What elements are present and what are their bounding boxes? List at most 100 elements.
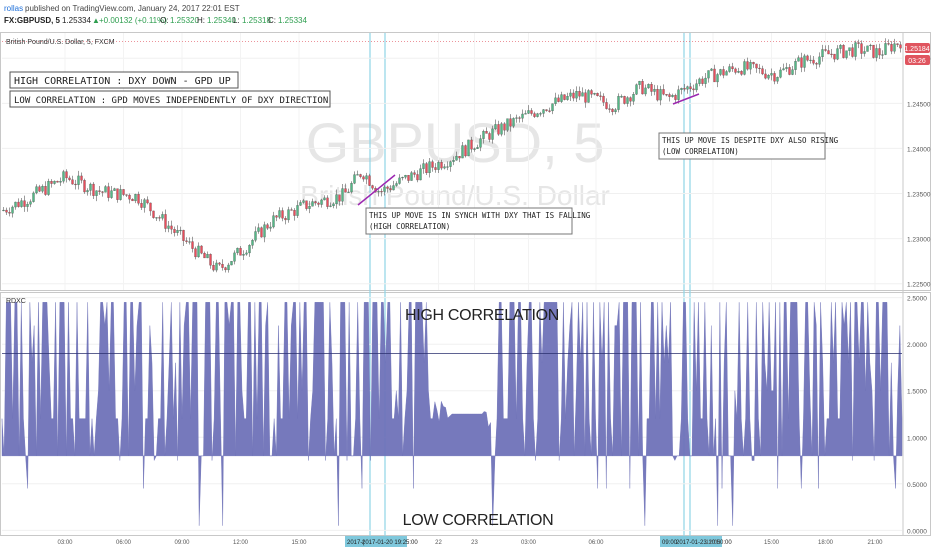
note2-line-1: THIS UP MOVE IS DESPITE DXY ALSO RISING [662, 136, 839, 145]
candle-body [779, 69, 782, 78]
candle-body [878, 48, 881, 56]
candle-body [35, 186, 38, 194]
candle-body [539, 113, 542, 115]
candle-body [455, 155, 458, 161]
candle-body [104, 186, 107, 193]
candle-body [68, 177, 71, 180]
candle-body [218, 262, 221, 265]
candle-body [266, 224, 269, 229]
candle-body [263, 224, 266, 238]
candle-body [605, 102, 608, 109]
candle-body [680, 88, 683, 90]
candle-body [302, 200, 305, 203]
indicator-title: RDXC [6, 298, 26, 305]
candle-body [101, 191, 104, 193]
candle-body [821, 49, 824, 58]
candle-body [527, 110, 530, 114]
trend-line-2[interactable] [672, 93, 700, 105]
candle-body [647, 84, 650, 89]
candle-body [566, 96, 569, 100]
candle-body [485, 131, 488, 134]
candle-body [776, 77, 779, 82]
candle-body [239, 247, 242, 256]
candle-body [422, 163, 425, 169]
candle-body [452, 160, 455, 162]
candle-body [533, 113, 536, 117]
candle-body [269, 226, 272, 229]
note1-line-2: (HIGH CORRELATION) [369, 222, 450, 231]
legend-box-2 [9, 90, 331, 108]
candle-body [749, 62, 752, 70]
candle-body [584, 92, 587, 103]
candle-body [581, 92, 584, 97]
candle-body [305, 200, 308, 209]
trend-line-1[interactable] [357, 174, 396, 206]
indicator-tick-label: 0.0000 [907, 528, 927, 535]
candle-body [281, 210, 284, 219]
candle-body [701, 78, 704, 84]
watermark-name: British Pound/U.S. Dollar [300, 180, 610, 211]
candle-body [440, 162, 443, 169]
candle-body [119, 189, 122, 200]
candle-body [125, 194, 128, 196]
candle-body [50, 181, 53, 184]
candle-body [524, 113, 527, 115]
time-tick-label: 23 [471, 540, 478, 546]
candle-body [350, 183, 353, 193]
price-tick-label: 1.23500 [907, 192, 931, 199]
candle-body [833, 53, 836, 60]
legend-annotation[interactable]: HIGH CORRELATION : DXY DOWN - GPD UP LOW… [9, 71, 331, 108]
indicator-tick-label: 0.5000 [907, 482, 927, 489]
candle-body [251, 240, 254, 246]
candle-body [155, 217, 158, 219]
time-tick-label: 03:00 [521, 540, 537, 546]
candle-body [233, 252, 236, 262]
indicator-tick-label: 1.5000 [907, 389, 927, 396]
candle-body [479, 138, 482, 148]
candle-body [659, 89, 662, 101]
note-high-correlation[interactable]: THIS UP MOVE IS IN SYNCH WITH DXY THAT I… [365, 207, 591, 235]
candle-body [92, 183, 95, 196]
candle-body [836, 48, 839, 60]
time-tick-label: 18:00 [818, 540, 834, 546]
candle-body [734, 68, 737, 73]
note-low-correlation[interactable]: THIS UP MOVE IS DESPITE DXY ALSO RISING … [658, 132, 839, 160]
candle-body [557, 97, 560, 102]
candle-body [893, 43, 896, 52]
candle-body [875, 48, 878, 58]
candle-body [164, 214, 167, 229]
candle-body [62, 171, 65, 182]
candle-body [185, 240, 188, 242]
candle-body [806, 55, 809, 61]
price-tick-label: 1.22500 [907, 282, 931, 289]
candle-body [632, 94, 635, 102]
candle-body [38, 186, 41, 192]
candle-body [209, 254, 212, 266]
candle-body [89, 183, 92, 191]
time-tick-label: 09:00 [174, 540, 190, 546]
candle-body [344, 188, 347, 193]
candle-body [608, 108, 611, 110]
change-arrow-icon: ▲ [92, 16, 100, 25]
candle-body [677, 89, 680, 100]
candle-body [287, 209, 290, 221]
high-label: H: [197, 16, 205, 25]
candle-body [500, 123, 503, 135]
candle-body [131, 199, 134, 202]
price-tick-label: 1.24000 [907, 146, 931, 153]
candle-body [521, 113, 524, 119]
candle-body [338, 194, 341, 202]
candle-body [419, 168, 422, 181]
candle-body [161, 214, 164, 219]
candle-body [11, 206, 14, 214]
candle-body [896, 43, 899, 45]
author-link[interactable]: rollas [4, 4, 23, 13]
candle-body [200, 245, 203, 254]
candle-body [470, 139, 473, 150]
candle-body [194, 248, 197, 258]
candle-body [14, 201, 17, 208]
candle-body [488, 133, 491, 140]
candle-body [668, 94, 671, 97]
candle-body [323, 197, 326, 201]
candle-body [476, 147, 479, 149]
